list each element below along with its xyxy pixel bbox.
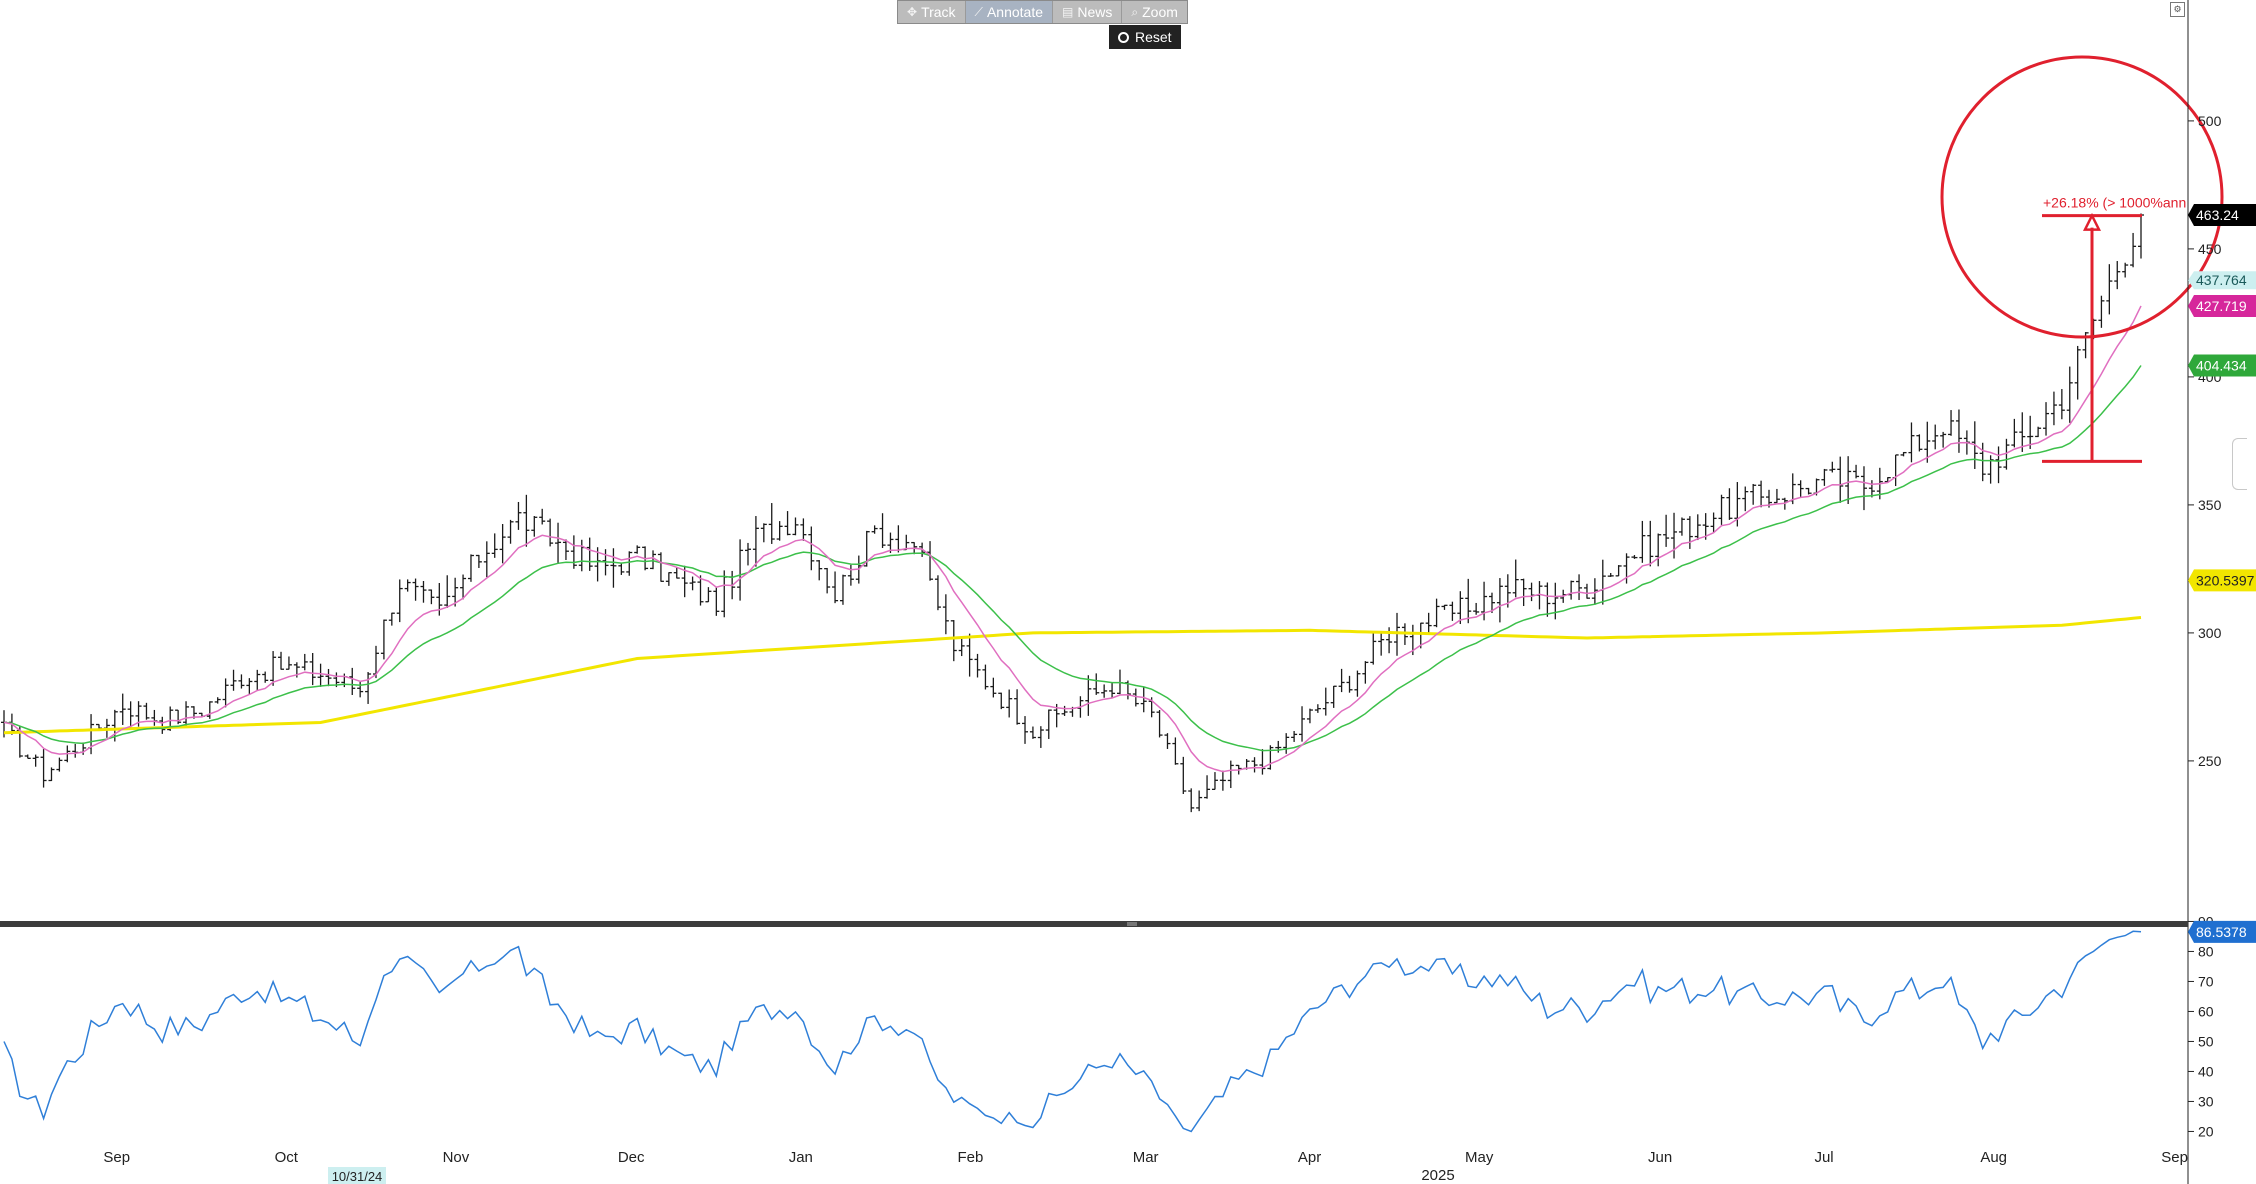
price-axis-label: 350 <box>2198 497 2222 513</box>
ma-200-line <box>3 616 2142 735</box>
rsi-axis-label: 80 <box>2198 943 2214 959</box>
ma-20-line <box>3 305 2142 773</box>
gain-annotation-label: +26.18% (> 1000%ann <box>2043 195 2186 211</box>
annotate-icon: ⟋ <box>974 4 983 19</box>
zoom-button[interactable]: ⌕ Zoom <box>1122 1 1187 23</box>
chart-toolbar: ✥ Track ⟋ Annotate ▤ News ⌕ Zoom <box>897 0 1188 24</box>
value-labels: 463.24 437.764 427.719 404.434 320.5397 86.53… <box>2188 204 2256 943</box>
month-axis-label: May <box>1465 1149 1494 1166</box>
month-axis-label: Jun <box>1648 1149 1672 1166</box>
highlight-circle <box>1940 55 2224 339</box>
gain-arrow-head-icon <box>2082 212 2102 231</box>
price-axis-label: 500 <box>2198 113 2222 129</box>
panel-divider[interactable] <box>0 921 2188 927</box>
month-axis-label: Mar <box>1133 1149 1159 1166</box>
date-marker-label: 10/31/24 <box>332 1169 383 1184</box>
ma-50-line <box>3 365 2142 752</box>
side-panel-handle[interactable] <box>2232 438 2247 490</box>
value-tag <box>2188 204 2256 227</box>
value-tag <box>2188 271 2256 290</box>
rsi-line <box>3 930 2142 1133</box>
price-axis-label: 300 <box>2198 625 2222 641</box>
month-axis-label: Apr <box>1298 1149 1321 1166</box>
month-axis-label: Dec <box>618 1149 645 1166</box>
rsi-axis-label: 60 <box>2198 1003 2214 1019</box>
value-tag-label: 320.5397 <box>2196 572 2255 588</box>
track-icon: ✥ <box>907 5 918 19</box>
value-tag-label: 427.719 <box>2196 298 2247 314</box>
month-axis-label: Jul <box>1814 1149 1833 1166</box>
settings-icon[interactable]: ⚙ <box>2170 2 2185 17</box>
rsi-axis-label: 50 <box>2198 1033 2214 1049</box>
month-axis-label: Aug <box>1980 1149 2007 1166</box>
rsi-axis-label: 30 <box>2198 1093 2214 1109</box>
annotate-label: Annotate <box>986 4 1044 20</box>
month-axis-label: Feb <box>957 1149 983 1166</box>
rsi-value-label: 86.5378 <box>2196 924 2247 940</box>
price-axis-label: 450 <box>2198 241 2222 257</box>
reset-label: Reset <box>1135 29 1172 45</box>
price-panel <box>1 213 2144 813</box>
reset-button[interactable]: Reset <box>1109 25 1181 49</box>
axes: 2503003504004505002030405060708090SepOct… <box>103 113 2222 1184</box>
moving-averages <box>3 305 2142 773</box>
news-icon: ▤ <box>1062 5 1074 19</box>
track-button[interactable]: ✥ Track <box>898 1 966 23</box>
rsi-axis-label: 20 <box>2198 1123 2214 1139</box>
zoom-icon: ⌕ <box>1131 4 1139 19</box>
rsi-panel <box>3 930 2142 1133</box>
month-axis-label: Sep <box>2161 1149 2188 1166</box>
news-label: News <box>1077 4 1113 20</box>
divider-grip-icon[interactable] <box>1127 922 1137 926</box>
value-tag-label: 404.434 <box>2196 358 2247 374</box>
value-tag <box>2188 354 2256 377</box>
value-tag <box>2188 569 2256 592</box>
value-tag-label: 463.24 <box>2196 207 2239 223</box>
value-tag-label: 437.764 <box>2196 272 2247 288</box>
price-axis-label: 250 <box>2198 753 2222 769</box>
month-axis-label: Oct <box>275 1149 299 1166</box>
date-marker-background <box>328 1167 386 1184</box>
month-axis-label: Jan <box>789 1149 813 1166</box>
rsi-axis-label: 70 <box>2198 973 2214 989</box>
annotate-button[interactable]: ⟋ Annotate <box>965 1 1054 23</box>
rsi-value-tag <box>2188 920 2256 943</box>
gain-annotation: +26.18% (> 1000%ann <box>1940 55 2224 463</box>
year-axis-label: 2025 <box>1421 1167 1454 1184</box>
reset-icon <box>1118 31 1129 43</box>
zoom-label: Zoom <box>1142 4 1178 20</box>
month-axis-label: Sep <box>103 1149 130 1166</box>
news-button[interactable]: ▤ News <box>1053 1 1123 23</box>
month-axis-label: Nov <box>443 1149 470 1166</box>
rsi-axis-label: 40 <box>2198 1063 2214 1079</box>
value-tag <box>2188 294 2256 317</box>
track-label: Track <box>921 4 956 20</box>
